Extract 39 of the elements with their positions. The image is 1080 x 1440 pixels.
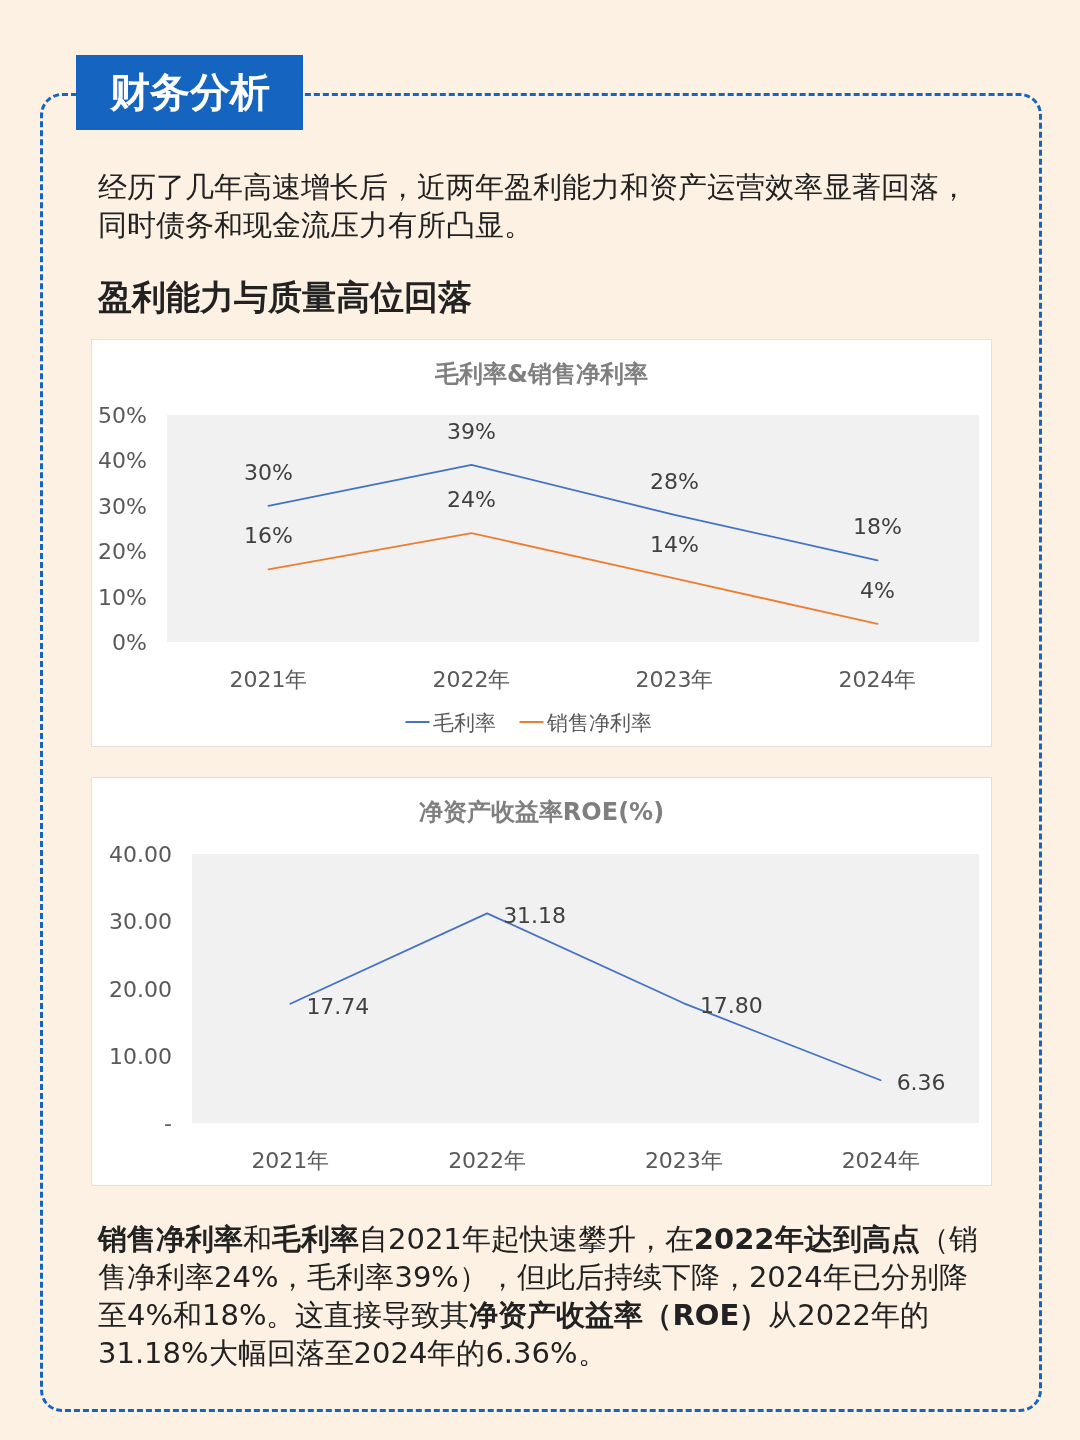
data-label: 30% bbox=[244, 459, 293, 485]
y-tick-label: 10% bbox=[98, 584, 147, 610]
data-label: 39% bbox=[447, 418, 496, 444]
text: 经历了几年高速增长后，近两年盈利能力和资产运营效率显著回落，同时债务和现金流压力有所凸显。 bbox=[98, 169, 969, 244]
y-tick-label: 20.00 bbox=[109, 976, 172, 1002]
y-tick-label: 30.00 bbox=[109, 909, 172, 935]
x-tick-label: 2023年 bbox=[635, 667, 714, 692]
chart-title: 净资产收益率ROE(%) bbox=[418, 798, 665, 826]
data-label: 6.36 bbox=[896, 1070, 946, 1096]
data-label: 14% bbox=[650, 532, 699, 558]
x-tick-label: 2024年 bbox=[841, 1148, 920, 1173]
y-tick-label: 40% bbox=[98, 448, 147, 474]
data-label: 28% bbox=[650, 468, 699, 494]
data-label: 17.74 bbox=[306, 993, 370, 1019]
y-tick-label: 30% bbox=[98, 493, 147, 519]
text: 财务分析 bbox=[76, 55, 303, 130]
data-label: 24% bbox=[447, 487, 496, 513]
x-tick-label: 2021年 bbox=[251, 1148, 330, 1173]
legend-label: 销售净利率 bbox=[545, 711, 652, 735]
y-tick-label: 20% bbox=[98, 539, 147, 565]
y-tick-label: 50% bbox=[98, 403, 147, 428]
x-tick-label: 2023年 bbox=[644, 1148, 723, 1173]
legend-label: 毛利率 bbox=[432, 711, 496, 735]
x-tick-label: 2021年 bbox=[229, 667, 308, 692]
data-label: 4% bbox=[860, 577, 895, 603]
text: 销售净利率和毛利率自2021年起快速攀升，在2022年达到高点（销售净利率24%，毛利率39%），但此后持续下降，2024年已分别降至4%和18%。这直接导致其净资产收益率（ROE）从2022年的31.18%大幅回落至2024年的6.36%。 bbox=[98, 1222, 978, 1370]
data-label: 18% bbox=[853, 514, 902, 540]
y-tick-label: 0% bbox=[112, 630, 147, 655]
x-tick-label: 2022年 bbox=[448, 1148, 527, 1173]
data-label: 31.18 bbox=[503, 903, 567, 929]
data-label: 16% bbox=[244, 523, 293, 549]
x-tick-label: 2022年 bbox=[432, 667, 511, 692]
y-tick-label: 10.00 bbox=[109, 1043, 172, 1069]
data-label: 17.80 bbox=[699, 993, 763, 1019]
x-tick-label: 2024年 bbox=[838, 667, 917, 692]
chart-title: 毛利率&销售净利率 bbox=[434, 360, 648, 388]
y-tick-label: - bbox=[164, 1111, 172, 1136]
y-tick-label: 40.00 bbox=[109, 842, 172, 867]
text: 盈利能力与质量高位回落 bbox=[98, 276, 472, 319]
